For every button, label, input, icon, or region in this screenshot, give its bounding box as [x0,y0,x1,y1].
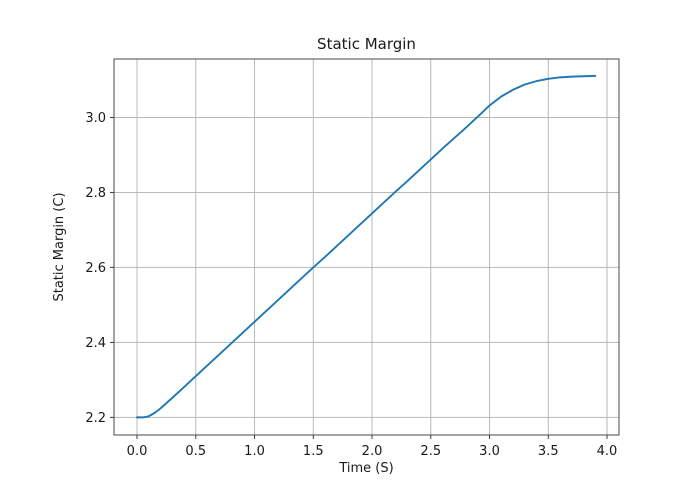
gridlines [114,59,619,435]
x-tick-label: 3.0 [479,444,500,459]
y-tick-label: 2.2 [85,411,106,426]
data-series [136,74,597,419]
x-tick-label: 2.0 [362,444,383,459]
plot-border [113,58,620,436]
y-axis-label: Static Margin (C) [52,192,67,301]
chart-title: Static Margin [317,35,416,53]
x-tick-label: 1.0 [244,444,265,459]
y-tick-label: 2.6 [85,261,106,276]
data-line [136,74,597,419]
x-tick-label: 0.5 [185,444,206,459]
x-tick-label: 3.5 [538,444,559,459]
x-tick-label: 0.0 [127,444,148,459]
x-tick-label: 4.0 [597,444,618,459]
x-tick-label: 2.5 [420,444,441,459]
x-tick-label: 1.5 [303,444,324,459]
y-tick-label: 2.4 [85,336,106,351]
axis-tick-marks [110,116,608,439]
x-axis-label: Time (S) [338,461,393,476]
y-axis-tick-labels: 2.2 2.4 2.6 2.8 3.0 [85,111,106,426]
x-axis-tick-labels: 0.0 0.5 1.0 1.5 2.0 2.5 3.0 3.5 4.0 [127,444,618,459]
y-tick-label: 2.8 [85,186,106,201]
y-tick-label: 3.0 [85,111,106,126]
